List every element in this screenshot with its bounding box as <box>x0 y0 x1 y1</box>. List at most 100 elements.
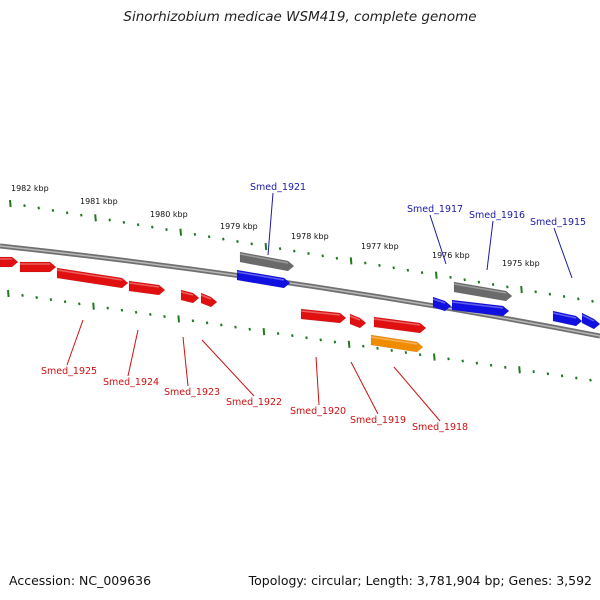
scale-tick <box>278 247 282 251</box>
gene-arrow-orange <box>370 334 424 353</box>
gene-arrow-blue <box>451 299 510 317</box>
scale-tick <box>321 254 324 258</box>
scale-tick <box>106 306 109 310</box>
scale-tick <box>520 285 523 294</box>
scale-tick <box>463 278 466 282</box>
scale-tick <box>307 251 310 255</box>
gene-label-reverse: Smed_1920 <box>290 406 346 417</box>
gene-arrow-red <box>19 261 57 273</box>
top-scale-ticks <box>9 199 594 303</box>
scale-tick <box>335 256 339 260</box>
scale-tick <box>506 285 509 289</box>
scale-tick <box>362 344 365 348</box>
kbp-label: 1979 kbp <box>220 222 258 231</box>
scale-tick <box>477 280 481 284</box>
scale-tick <box>305 336 308 340</box>
scale-tick <box>94 214 97 222</box>
scale-tick <box>276 332 280 335</box>
scale-tick <box>390 348 393 352</box>
scale-tick <box>149 312 152 316</box>
scale-tick <box>489 363 493 367</box>
gene-label-reverse: Smed_1923 <box>164 387 220 398</box>
scale-tick <box>191 319 195 323</box>
kbp-label: 1977 kbp <box>361 242 399 251</box>
gene-arrow-red <box>349 313 367 329</box>
gene-arrow-blue <box>581 312 600 330</box>
gene-label-forward: Smed_1921 <box>250 182 306 193</box>
scale-tick <box>193 232 197 236</box>
scale-tick <box>449 275 452 279</box>
scale-tick <box>92 302 95 310</box>
leader-line <box>429 214 447 265</box>
gene-arrow-blue <box>552 310 583 327</box>
scale-tick <box>575 376 578 380</box>
scale-tick <box>546 372 550 376</box>
scale-tick <box>447 357 450 361</box>
gene-arrow-red <box>56 267 129 289</box>
scale-tick <box>347 340 351 348</box>
scale-tick <box>433 353 436 361</box>
kbp-label: 1978 kbp <box>291 232 329 241</box>
scale-tick <box>475 361 479 365</box>
gene-arrow-gray <box>239 251 295 272</box>
gene-arrow-blue <box>236 269 291 289</box>
scale-tick <box>136 223 140 227</box>
scale-tick <box>291 334 294 338</box>
scale-tick <box>177 315 180 323</box>
scale-tick <box>37 206 40 210</box>
scale-tick <box>151 225 154 229</box>
leader-line <box>350 361 379 415</box>
gene-label-reverse: Smed_1922 <box>226 397 282 408</box>
kbp-label: 1981 kbp <box>80 197 118 206</box>
scale-tick <box>461 359 464 363</box>
gene-arrow-gray <box>453 281 513 302</box>
scale-tick <box>9 199 12 208</box>
kbp-label: 1975 kbp <box>502 259 540 268</box>
gene-label-reverse: Smed_1918 <box>412 422 468 433</box>
scale-tick <box>560 374 564 378</box>
scale-tick <box>376 346 379 350</box>
gene-label-forward: Smed_1915 <box>530 217 586 228</box>
scale-tick <box>534 290 537 294</box>
leader-line <box>486 220 494 271</box>
leader-line <box>201 339 255 397</box>
scale-tick <box>23 204 26 208</box>
leader-line <box>127 329 139 377</box>
leader-line <box>66 319 84 366</box>
gene-label-reverse: Smed_1925 <box>41 366 97 377</box>
leader-line <box>393 366 441 422</box>
gene-label-forward: Smed_1917 <box>407 204 463 215</box>
gene-arrow-red <box>0 256 19 268</box>
leader-line <box>267 192 274 256</box>
scale-tick <box>548 292 552 296</box>
scale-tick <box>49 298 53 302</box>
scale-tick <box>21 293 24 297</box>
scale-tick <box>262 328 266 336</box>
scale-tick <box>518 366 521 374</box>
scale-tick <box>406 268 410 272</box>
gene-arrow-red <box>200 292 218 308</box>
scale-tick <box>234 325 237 329</box>
scale-tick <box>420 271 424 275</box>
scale-tick <box>333 340 337 344</box>
scale-tick <box>491 283 495 287</box>
gene-arrow-red <box>180 289 200 304</box>
gene-label-forward: Smed_1916 <box>469 210 525 221</box>
scale-tick <box>65 211 69 215</box>
scale-tick <box>134 310 138 314</box>
genome-title: Sinorhizobium medicae WSM419, complete g… <box>123 9 477 25</box>
scale-tick <box>435 271 438 279</box>
scale-tick <box>589 378 592 382</box>
scale-tick <box>248 327 251 331</box>
bottom-scale-ticks <box>7 289 592 382</box>
scale-tick <box>63 300 67 304</box>
topology-text: Topology: circular; Length: 3,781,904 bp… <box>248 573 592 588</box>
scale-tick <box>7 289 10 298</box>
scale-tick <box>349 257 353 265</box>
leader-line <box>182 336 189 387</box>
scale-tick <box>577 297 580 301</box>
scale-tick <box>378 263 381 267</box>
scale-tick <box>504 365 507 369</box>
scale-tick <box>236 240 239 243</box>
